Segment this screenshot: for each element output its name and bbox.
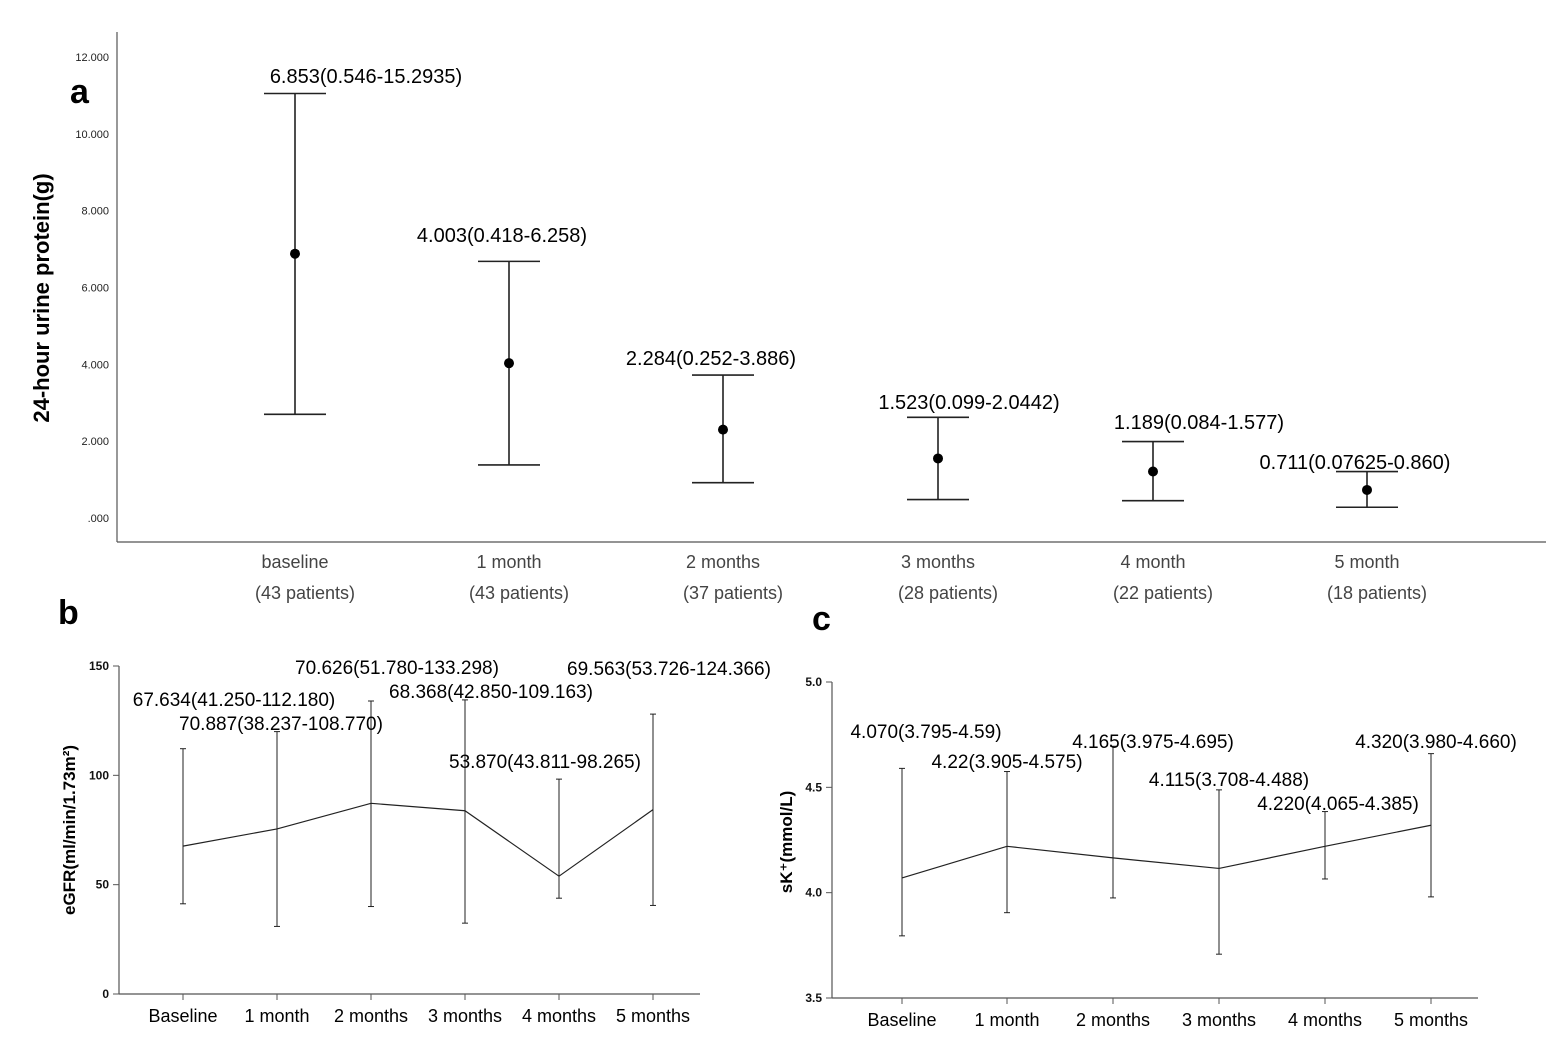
panel-a-category-sublabel: (22 patients) [1113, 583, 1213, 603]
panel-b-y-tick-label: 100 [89, 768, 109, 782]
panel-a-y-tick-label: 4.000 [81, 359, 109, 371]
panel-b-y-tick-label: 50 [96, 878, 110, 892]
panel-c-category-label: 5 months [1394, 1010, 1468, 1030]
panel-a-plot: .000 2.000 4.000 6.000 8.000 10.000 12.000 base… [75, 32, 1546, 603]
panel-c-category-label: 4 months [1288, 1010, 1362, 1030]
panel-c-letter: c [812, 600, 831, 638]
panel-b-data-label: 70.626(51.780-133.298) [295, 658, 499, 679]
panel-c-series-line [901, 824, 1432, 879]
panel-a-y-tick-label: 12.000 [75, 52, 109, 64]
panel-c-data-label: 4.220(4.065-4.385) [1257, 794, 1419, 815]
panel-b-data-label: 70.887(38.237-108.770) [179, 714, 383, 735]
panel-c-data-label: 4.070(3.795-4.59) [850, 722, 1001, 743]
panel-a-y-tick-label: 6.000 [81, 283, 109, 295]
panel-a-y-tick-label: 10.000 [75, 129, 109, 141]
panel-a-point [933, 453, 943, 464]
panel-a-ylabel: 24-hour urine protein(g) [29, 173, 54, 422]
panel-b-category-label: 5 months [616, 1006, 690, 1026]
panel-b-series-line [182, 802, 654, 877]
panel-a-point [290, 248, 300, 259]
panel-b-data-label: 53.870(43.811-98.265) [449, 752, 641, 773]
panel-b-category-label: 1 month [244, 1006, 309, 1026]
panel-c-y-tick-label: 4.0 [805, 886, 822, 900]
panel-c-plot: 3.5 4.0 4.5 5.0 Baseline 1 month 2 months 3 mon… [805, 675, 1517, 1030]
panel-b-category-label: 2 months [334, 1006, 408, 1026]
panel-b-y-tick-label: 0 [102, 987, 109, 1001]
panel-a-data-label: 1.523(0.099-2.0442) [878, 392, 1059, 414]
panel-c-category-label: 3 months [1182, 1010, 1256, 1030]
panel-c-category-label: Baseline [867, 1010, 936, 1030]
panel-a-category-label: baseline [261, 552, 328, 572]
panel-c-data-label: 4.165(3.975-4.695) [1072, 732, 1234, 753]
panel-c-data-label: 4.115(3.708-4.488) [1149, 770, 1309, 791]
panel-c-data-label: 4.320(3.980-4.660) [1355, 732, 1517, 753]
panel-c-y-tick-label: 4.5 [805, 780, 822, 794]
panel-a-category-sublabel: (18 patients) [1327, 583, 1427, 603]
panel-b-plot: 0 50 100 150 Baseline 1 month 2 months 3 months… [89, 658, 771, 1026]
panel-a-point [504, 358, 514, 369]
panel-a-category-label: 4 month [1120, 552, 1185, 572]
panel-c-category-label: 1 month [974, 1010, 1039, 1030]
panel-a-y-tick-label: .000 [88, 513, 109, 525]
panel-a-data-label: 1.189(0.084-1.577) [1114, 412, 1284, 434]
panel-a-category-sublabel: (43 patients) [255, 583, 355, 603]
panel-a-category-label: 1 month [476, 552, 541, 572]
panel-a-category-sublabel: (28 patients) [898, 583, 998, 603]
panel-a-y-tick-label: 8.000 [81, 206, 109, 218]
panel-a-data-label: 0.711(0.07625-0.860) [1260, 452, 1451, 474]
panel-a-category-label: 2 months [686, 552, 760, 572]
panel-a-category-label: 3 months [901, 552, 975, 572]
panel-b-data-label: 68.368(42.850-109.163) [389, 682, 593, 703]
panel-c-y-tick-label: 5.0 [805, 675, 822, 689]
panel-a-letter: a [70, 73, 90, 111]
panel-a-data-label: 2.284(0.252-3.886) [626, 348, 796, 370]
panel-a-category-label: 5 month [1334, 552, 1399, 572]
panel-a-y-tick-label: 2.000 [81, 436, 109, 448]
panel-c-category-label: 2 months [1076, 1010, 1150, 1030]
panel-a-point [1362, 484, 1372, 495]
panel-c-y-tick-label: 3.5 [805, 991, 822, 1005]
panel-b-data-label: 69.563(53.726-124.366) [567, 659, 771, 680]
panel-b-category-label: Baseline [148, 1006, 217, 1026]
panel-a-data-label: 4.003(0.418-6.258) [417, 225, 587, 247]
panel-b-ylabel: eGFR(ml/min/1.73m²) [60, 745, 79, 915]
panel-a-category-sublabel: (43 patients) [469, 583, 569, 603]
panel-b-category-label: 3 months [428, 1006, 502, 1026]
panel-b-y-tick-label: 150 [89, 659, 109, 673]
panel-a-category-sublabel: (37 patients) [683, 583, 783, 603]
panel-c-data-label: 4.22(3.905-4.575) [931, 752, 1082, 773]
panel-a-point [718, 424, 728, 435]
panel-b-data-label: 67.634(41.250-112.180) [133, 690, 335, 711]
panel-c-ylabel: sK⁺(mmol/L) [777, 791, 796, 893]
panel-a-data-label: 6.853(0.546-15.2935) [270, 66, 462, 88]
panel-b-letter: b [58, 594, 79, 632]
panel-a-point [1148, 466, 1158, 477]
panel-b-category-label: 4 months [522, 1006, 596, 1026]
